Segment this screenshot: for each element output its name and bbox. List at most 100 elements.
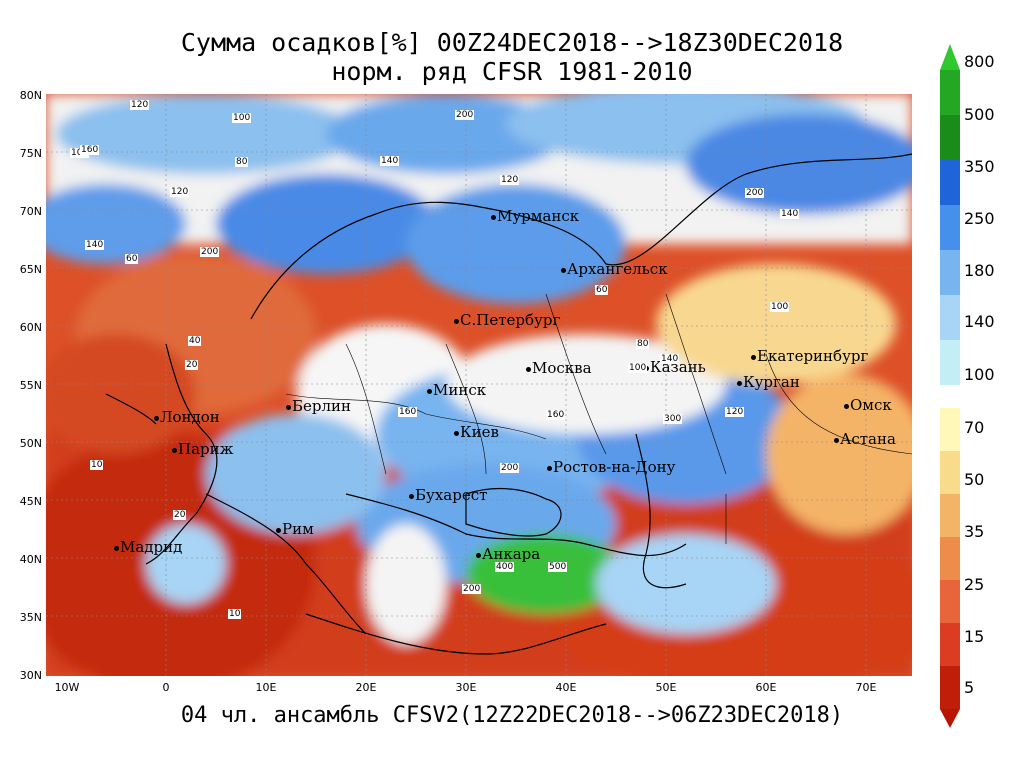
city-marker <box>454 431 459 436</box>
contour-value-label: 120 <box>725 407 745 417</box>
colorbar <box>940 44 960 728</box>
colorbar-segment <box>940 623 960 666</box>
city-label: Ростов-на-Дону <box>553 458 676 476</box>
lon-label: 10W <box>54 681 80 694</box>
city-marker <box>547 466 552 471</box>
city-label: Омск <box>850 396 892 414</box>
colorbar-label: 50 <box>964 470 985 489</box>
contour-value-label: 200 <box>455 110 475 120</box>
contour-value-label: 160 <box>546 410 566 420</box>
contour-value-label: 20 <box>173 510 187 520</box>
colorbar-segment <box>940 451 960 494</box>
lon-label: 10E <box>255 681 277 694</box>
city-marker <box>526 367 531 372</box>
lat-label: 35N <box>19 611 42 624</box>
contour-value-label: 100 <box>232 113 252 123</box>
contour-value-label: 100 <box>70 148 90 158</box>
city-marker <box>276 528 281 533</box>
city-marker <box>476 553 481 558</box>
city-marker <box>286 405 291 410</box>
contour-value-label: 200 <box>200 247 220 257</box>
lat-label: 60N <box>19 321 42 334</box>
colorbar-segment <box>940 340 960 385</box>
contour-value-label: 140 <box>85 240 105 250</box>
city-label: Мурманск <box>497 207 580 225</box>
city-marker <box>154 416 159 421</box>
colorbar-label: 500 <box>964 105 995 124</box>
lat-label: 75N <box>19 147 42 160</box>
colorbar-segment <box>940 666 960 709</box>
city-marker <box>491 215 496 220</box>
contour-value-label: 500 <box>548 562 568 572</box>
colorbar-label: 25 <box>964 575 985 594</box>
city-marker <box>409 494 414 499</box>
precipitation-map <box>46 94 912 676</box>
city-label: Берлин <box>292 397 352 415</box>
colorbar-label: 250 <box>964 209 995 228</box>
colorbar-label: 350 <box>964 157 995 176</box>
lat-label: 55N <box>19 379 42 392</box>
city-label: Киев <box>460 423 499 441</box>
lat-label: 30N <box>19 669 42 682</box>
city-marker <box>561 268 566 273</box>
lon-label: 0 <box>162 681 170 694</box>
contour-value-label: 300 <box>663 414 683 424</box>
contour-value-label: 10 <box>228 609 242 619</box>
lon-label: 40E <box>555 681 577 694</box>
city-label: Лондон <box>160 408 220 426</box>
colorbar-segment <box>940 537 960 580</box>
title-line-2: норм. ряд CFSR 1981-2010 <box>331 57 693 86</box>
footer-caption: 04 чл. ансамбль CFSV2(12Z22DEC2018-->06Z… <box>180 703 844 728</box>
city-label: Екатеринбург <box>757 347 869 365</box>
contour-value-label: 140 <box>380 156 400 166</box>
colorbar-label: 35 <box>964 522 985 541</box>
lat-label: 40N <box>19 553 42 566</box>
contour-value-label: 120 <box>170 187 190 197</box>
lat-label: 50N <box>19 437 42 450</box>
colorbar-segment <box>940 295 960 340</box>
contour-value-label: 200 <box>462 584 482 594</box>
city-label: Анкара <box>482 545 541 563</box>
colorbar-label: 180 <box>964 261 995 280</box>
city-label: Минск <box>433 381 487 399</box>
contour-value-label: 120 <box>500 175 520 185</box>
contour-value-label: 140 <box>780 209 800 219</box>
colorbar-segment <box>940 160 960 205</box>
city-label: С.Петербург <box>460 311 561 329</box>
contour-value-label: 100 <box>628 363 648 373</box>
contour-value-label: 200 <box>745 188 765 198</box>
contour-value-label: 160 <box>80 145 100 155</box>
contour-value-label: 100 <box>770 302 790 312</box>
colorbar-segment <box>940 70 960 115</box>
contour-value-label: 400 <box>495 562 515 572</box>
contour-value-label: 10 <box>90 460 104 470</box>
contour-value-label: 60 <box>125 254 139 264</box>
city-marker <box>114 546 119 551</box>
colorbar-segment <box>940 205 960 250</box>
contour-value-label: 40 <box>188 336 202 346</box>
contour-value-label: 20 <box>185 360 199 370</box>
title-line-1: Сумма осадков[%] 00Z24DEC2018-->18Z30DEC… <box>180 28 844 57</box>
colorbar-label: 70 <box>964 418 985 437</box>
colorbar-segment <box>940 580 960 623</box>
colorbar-label: 140 <box>964 312 995 331</box>
colorbar-segment <box>940 115 960 160</box>
lat-label: 80N <box>19 89 42 102</box>
contour-value-label: 60 <box>595 285 609 295</box>
city-label: Рим <box>282 520 314 538</box>
city-marker <box>427 389 432 394</box>
colorbar-segment <box>940 494 960 537</box>
colorbar-segment <box>940 408 960 451</box>
city-label: Москва <box>532 359 592 377</box>
lat-label: 65N <box>19 263 42 276</box>
lon-label: 30E <box>455 681 477 694</box>
lon-label: 50E <box>655 681 677 694</box>
city-label: Париж <box>178 440 234 458</box>
lat-label: 45N <box>19 495 42 508</box>
colorbar-segment <box>940 250 960 295</box>
contour-value-label: 140 <box>660 354 680 364</box>
contour-value-label: 160 <box>398 407 418 417</box>
city-marker <box>834 438 839 443</box>
city-label: Мадрид <box>120 538 183 556</box>
city-marker <box>454 319 459 324</box>
